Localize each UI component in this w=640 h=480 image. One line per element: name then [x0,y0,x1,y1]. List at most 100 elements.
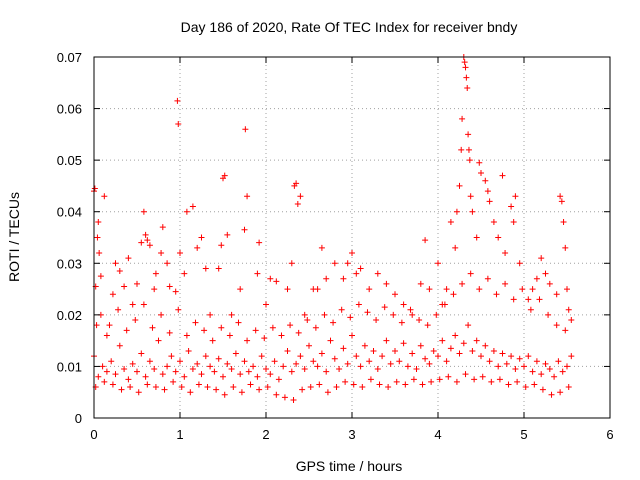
data-point [237,286,244,293]
data-point [134,368,140,375]
data-point [349,332,355,339]
data-point [314,363,321,370]
data-point [177,249,183,256]
data-point [254,270,261,277]
data-point [301,311,308,318]
data-point [183,208,190,215]
data-point [132,317,139,324]
data-point [304,317,311,324]
data-point [140,301,147,308]
data-point [347,314,354,321]
data-point [340,345,347,352]
data-point [211,368,218,375]
data-point [542,270,549,277]
data-point [220,373,226,380]
data-point [146,358,153,365]
data-point [202,265,209,272]
data-point [413,366,420,373]
data-point [465,146,472,153]
data-point [235,319,242,326]
data-point [443,358,450,365]
data-point [459,115,466,122]
data-point [516,260,523,267]
data-point [508,203,515,210]
data-point [189,203,196,210]
data-point [187,389,194,396]
data-point [355,301,362,308]
data-point [327,337,334,344]
data-point [129,301,136,308]
data-point [312,324,319,331]
data-point [170,378,177,385]
data-point [462,64,469,71]
data-point [115,306,122,313]
data-point [367,376,374,383]
data-point [181,373,188,380]
data-point [218,324,225,331]
data-point [263,301,269,308]
data-point [469,347,476,354]
data-point [522,384,529,391]
data-point [181,270,188,277]
data-point [185,347,192,354]
data-point [281,394,288,401]
data-point [385,384,392,391]
data-point [333,384,340,391]
data-point [542,360,549,367]
data-point [553,291,560,298]
data-point [123,327,130,334]
data-point [488,378,495,385]
x-tick-label: 4 [434,427,441,442]
data-point [568,353,575,360]
x-tick-label: 0 [90,427,97,442]
data-point [359,384,366,391]
data-point [502,249,509,256]
data-point [357,363,364,370]
data-point [387,360,394,367]
x-tick-label: 5 [520,427,527,442]
data-point [96,249,103,256]
data-point [228,311,235,318]
data-point [495,234,502,241]
data-point [152,384,159,391]
data-point [232,350,239,357]
data-point [321,311,328,318]
data-point [482,342,489,349]
data-point [402,381,409,388]
data-point [551,373,558,380]
data-point [166,329,173,336]
data-point [226,332,233,339]
data-point [116,268,123,275]
data-point [373,317,380,324]
data-point [166,283,173,290]
data-point [482,177,489,184]
data-point [493,291,500,298]
data-point [263,366,269,373]
data-point [146,242,153,249]
data-point [310,358,317,365]
data-point [172,288,179,295]
data-point [409,350,416,357]
data-point [512,193,519,200]
data-point [287,322,294,329]
data-point [353,353,360,360]
data-point [490,347,497,354]
data-point [138,350,145,357]
data-point [112,260,119,267]
axis-ticks [93,56,611,419]
data-point [404,363,411,370]
data-point [293,360,300,367]
data-points [91,54,575,403]
data-point [559,368,566,375]
data-point [452,332,459,339]
data-point [331,355,338,362]
data-point [284,347,291,354]
data-point [467,270,474,277]
data-point [374,366,381,373]
data-point [288,260,295,267]
data-point [443,286,450,293]
data-point [215,355,222,362]
data-point [218,242,225,249]
data-point [484,188,491,195]
data-point [525,353,532,360]
